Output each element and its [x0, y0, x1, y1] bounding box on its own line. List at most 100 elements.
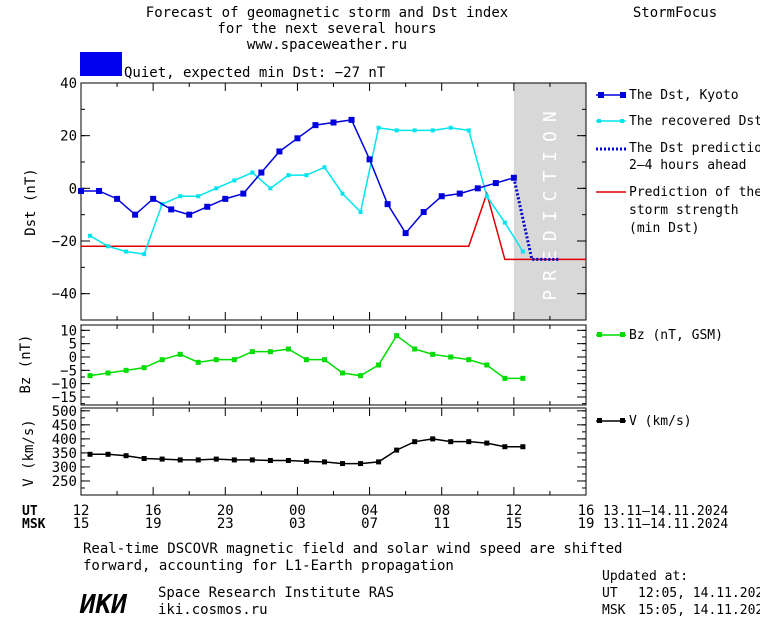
prediction-label: PREDICTION — [540, 102, 561, 300]
msk-tick-label: 19 — [578, 516, 595, 532]
legend-recovered: The recovered Dst — [629, 114, 760, 129]
dst-point — [294, 135, 301, 142]
v-point — [340, 461, 346, 467]
bz-point — [448, 354, 454, 360]
recovered-point — [394, 128, 399, 133]
v-point — [448, 439, 454, 445]
legend-dst-marker-a — [598, 92, 604, 98]
bz-point — [520, 375, 526, 381]
bz-point — [285, 346, 291, 352]
dst-point — [456, 190, 463, 197]
status-text: Quiet, expected min Dst: −27 nT — [124, 65, 386, 81]
recovered-point — [142, 252, 147, 257]
institute-site[interactable]: iki.cosmos.ru — [158, 602, 268, 618]
legend-recovered-marker-a — [597, 119, 601, 123]
bz-point — [141, 365, 147, 371]
y-tick-label: 40 — [60, 76, 77, 92]
recovered-point — [304, 173, 309, 178]
legend-bz: Bz (nT, GSM) — [629, 328, 723, 343]
v-point — [231, 457, 237, 463]
v-point — [394, 447, 400, 453]
msk-tick-label: 07 — [361, 516, 378, 532]
v-point — [303, 458, 309, 464]
bz-point — [430, 351, 436, 357]
bz-line — [89, 334, 523, 380]
v-point — [321, 459, 327, 465]
y-tick-label: −5 — [60, 363, 77, 379]
v-point — [376, 459, 382, 465]
bz-point — [502, 375, 508, 381]
legend-dst: The Dst, Kyoto — [629, 88, 739, 103]
dst-point — [240, 190, 247, 197]
y-tick-label: 0 — [69, 350, 77, 366]
v-point — [105, 451, 111, 457]
msk-tick-label: 19 — [145, 516, 162, 532]
ut-tick-label: 16 — [578, 503, 595, 519]
bz-point — [267, 349, 273, 355]
v-point — [484, 440, 490, 446]
dst-point — [204, 203, 211, 210]
msk-date-range: 13.11–14.11.2024 — [603, 517, 728, 532]
legend-dst-marker-b — [620, 92, 626, 98]
v-point — [195, 457, 201, 463]
legend-prediction-2: 2–4 hours ahead — [629, 158, 746, 173]
dst-point — [384, 201, 391, 208]
v-point — [358, 461, 364, 467]
brand: StormFocus — [633, 5, 717, 21]
v-point — [430, 436, 436, 442]
recovered-point — [358, 210, 363, 215]
dst-point — [114, 195, 121, 202]
updated-msk: 15:05, 14.11.2024 — [638, 603, 760, 618]
recovered-point — [232, 178, 237, 183]
recovered-point — [88, 233, 93, 238]
recovered-point — [340, 191, 345, 196]
recovered-point — [268, 186, 273, 191]
y-tick-label: 400 — [52, 432, 77, 448]
recovered-point — [502, 220, 507, 225]
legend-recovered-marker-b — [620, 119, 624, 123]
ut-tick-label: 08 — [433, 503, 450, 519]
dst-point — [312, 122, 319, 129]
bz-panel-frame — [80, 324, 587, 406]
recovered-point — [484, 194, 489, 199]
recovered-point — [322, 165, 327, 170]
v-point — [213, 456, 219, 462]
dst-point — [186, 211, 193, 218]
dst-point — [420, 209, 427, 216]
y-tick-label: 10 — [60, 323, 77, 339]
v-point — [520, 444, 526, 450]
recovered-point — [520, 249, 525, 254]
v-panel-frame — [80, 407, 587, 496]
bz-point — [376, 362, 382, 368]
v-point — [141, 456, 147, 462]
dst-point — [96, 187, 103, 194]
v-point — [267, 457, 273, 463]
dst-point — [258, 169, 265, 176]
y-tick-label: 5 — [69, 337, 77, 353]
v-ylabel: V (km/s) — [21, 419, 37, 486]
y-tick-label: 350 — [52, 446, 77, 462]
msk-tick-label: 23 — [217, 516, 234, 532]
prediction-line — [512, 177, 559, 261]
note-line-1: Real-time DSCOVR magnetic field and sola… — [83, 541, 622, 557]
recovered-point — [196, 194, 201, 199]
msk-tick-label: 15 — [73, 516, 90, 532]
dst-point — [438, 193, 445, 200]
v-point — [177, 457, 183, 463]
v-point — [502, 444, 508, 450]
bz-point — [159, 357, 165, 363]
ut-axis-label: UT — [22, 504, 38, 519]
updated-msk-label: MSK — [602, 603, 626, 618]
v-point — [249, 457, 255, 463]
title-line-2: for the next several hours — [217, 21, 436, 37]
bz-point — [412, 346, 418, 352]
legend-v: V (km/s) — [629, 414, 692, 429]
recovered-point — [286, 173, 291, 178]
institute-name: Space Research Institute RAS — [158, 585, 394, 601]
dst-point — [222, 195, 229, 202]
dst-point — [330, 119, 337, 126]
bz-point — [213, 357, 219, 363]
dst-point — [492, 180, 499, 187]
dst-point — [78, 187, 84, 194]
